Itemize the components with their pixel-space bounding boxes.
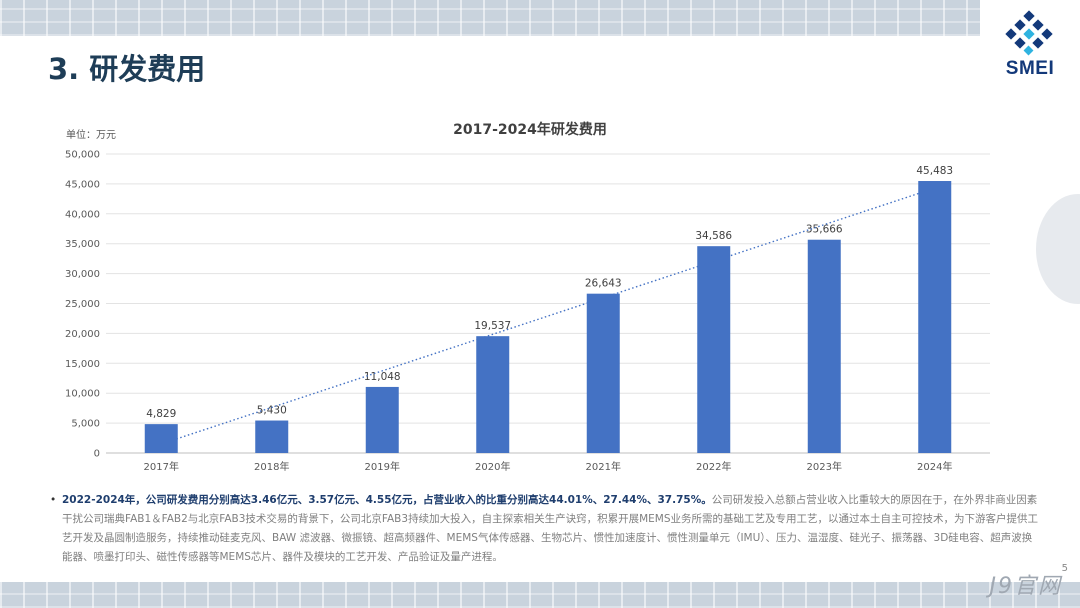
page-title: 3. 研发费用: [48, 52, 206, 86]
data-label: 34,586: [695, 230, 732, 242]
y-tick-label: 10,000: [65, 389, 100, 400]
y-tick-label: 0: [94, 449, 100, 460]
unit-label: 单位：万元: [66, 130, 116, 141]
x-tick-label: 2022年: [696, 460, 731, 473]
chart-title: 2017-2024年研发费用: [453, 122, 607, 138]
chart-canvas: 0 5,000 10,000 15,000 20,000 25,000 30,000 35,0…: [65, 150, 990, 473]
y-tick-label: 15,000: [65, 359, 100, 370]
circuit-banner-top: [0, 0, 1080, 36]
data-label: 4,829: [146, 408, 176, 420]
description-block: • 2022-2024年，公司研发费用分别高达3.46亿元、3.57亿元、4.5…: [50, 491, 1040, 567]
data-label: 26,643: [585, 278, 622, 290]
data-label: 11,048: [364, 371, 401, 383]
bar-chart: 0 5,000 10,000 15,000 20,000 25,000 30,000 35,0…: [0, 100, 1080, 485]
description-paragraph: 2022-2024年，公司研发费用分别高达3.46亿元、3.57亿元、4.55亿…: [62, 491, 1040, 567]
bar: [586, 293, 620, 453]
bar: [144, 424, 178, 453]
y-tick-label: 45,000: [65, 179, 100, 190]
y-tick-label: 40,000: [65, 209, 100, 220]
logo-wordmark: SMEI: [1005, 58, 1055, 79]
data-label: 19,537: [474, 320, 511, 332]
x-tick-label: 2019年: [365, 460, 400, 473]
bar: [255, 420, 289, 453]
y-tick-label: 50,000: [65, 150, 100, 161]
data-label: 45,483: [916, 165, 953, 177]
y-tick-label: 30,000: [65, 269, 100, 280]
watermark: J9官网: [989, 574, 1062, 599]
x-tick-label: 2023年: [807, 460, 842, 473]
description-body: 公司研发投入总额占营业收入比重较大的原因在于，在外界非商业因素干扰公司瑞典FAB…: [62, 494, 1038, 563]
y-tick-label: 25,000: [65, 299, 100, 310]
x-tick-label: 2017年: [144, 460, 179, 473]
page-number: 5: [1061, 563, 1068, 574]
x-tick-label: 2020年: [475, 460, 510, 473]
x-tick-label: 2018年: [254, 460, 289, 473]
bar: [697, 246, 731, 453]
y-tick-label: 20,000: [65, 329, 100, 340]
description-lead: 2022-2024年，公司研发费用分别高达3.46亿元、3.57亿元、4.55亿…: [62, 494, 712, 506]
bar: [365, 386, 399, 453]
company-logo: SMEI: [980, 0, 1080, 86]
y-tick-label: 5,000: [71, 419, 100, 430]
bar: [476, 336, 510, 453]
y-tick-label: 35,000: [65, 239, 100, 250]
smei-logo-icon: [1005, 10, 1053, 56]
circuit-banner-bottom: [0, 582, 1080, 608]
bullet-marker: •: [50, 494, 57, 506]
data-label: 35,666: [806, 224, 843, 236]
x-tick-label: 2021年: [586, 460, 621, 473]
bar: [918, 181, 952, 453]
x-tick-label: 2024年: [917, 460, 952, 473]
bar: [807, 239, 841, 453]
data-label: 5,430: [257, 405, 287, 417]
